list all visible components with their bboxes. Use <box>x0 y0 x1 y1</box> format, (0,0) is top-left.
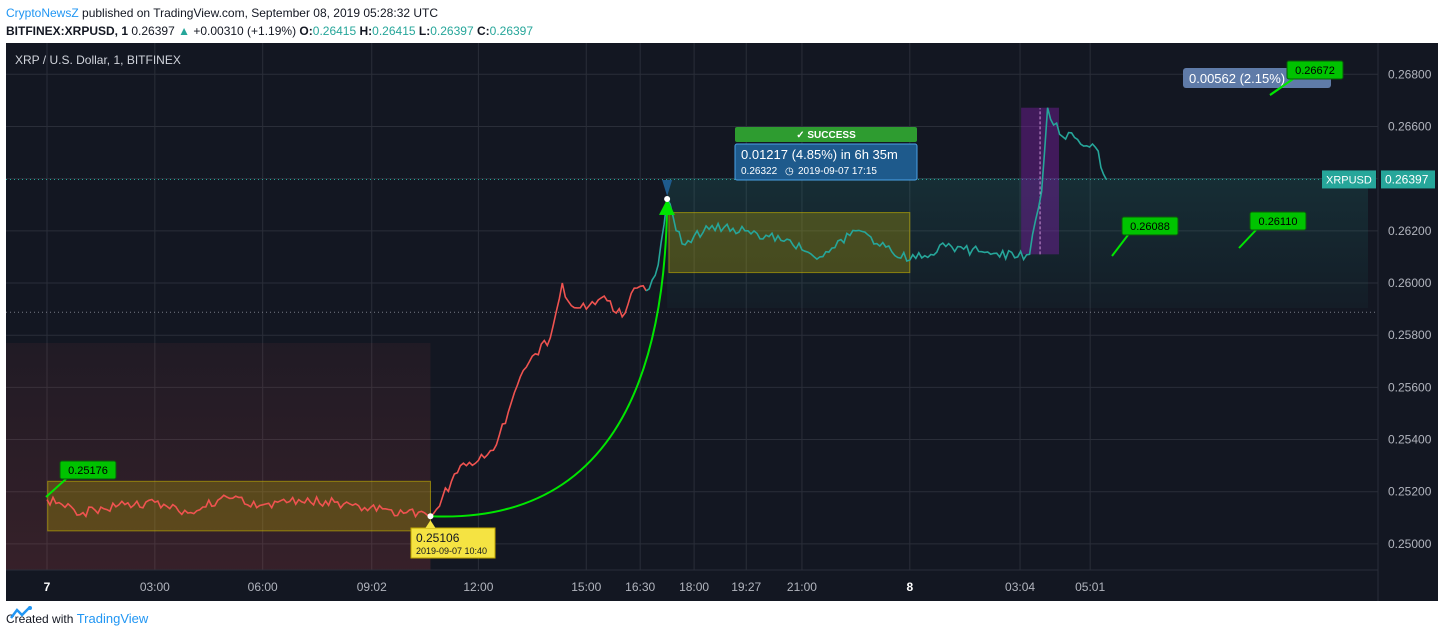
price-line-down <box>46 282 647 519</box>
arrow-end-point[interactable] <box>664 196 671 203</box>
label-26088-box[interactable] <box>1121 216 1179 236</box>
label-26088: 0.26088 <box>1130 221 1170 233</box>
label-26672-top: 0.26672 <box>1295 65 1335 77</box>
red-area-shade <box>6 343 431 570</box>
x-tick-label: 18:00 <box>679 580 709 594</box>
symbol-badge <box>1322 170 1376 189</box>
label-26110: 0.26110 <box>1259 216 1298 228</box>
x-tick-label: 8 <box>906 580 913 594</box>
label-26110-box[interactable] <box>1249 211 1307 231</box>
label-26672-top-box[interactable] <box>1286 60 1344 80</box>
high-value: 0.26415 <box>372 24 416 38</box>
x-tick-label: 09:02 <box>357 580 387 594</box>
last-price-badge-text: 0.26397 <box>1385 172 1429 186</box>
tradingview-brand[interactable]: TradingView <box>76 611 149 626</box>
chart-title: XRP / U.S. Dollar, 1, BITFINEX <box>15 53 181 67</box>
measure-callout-price: 0.26322 <box>741 166 778 177</box>
publish-line: CryptoNewsZ published on TradingView.com… <box>6 4 1438 22</box>
y-tick-label: 0.26800 <box>1388 67 1432 81</box>
close-value: 0.26397 <box>489 24 534 38</box>
success-badge[interactable] <box>735 127 917 142</box>
measure-callout-main: 0.01217 (4.85%) in 6h 35m <box>741 147 898 162</box>
x-tick-label: 15:00 <box>571 580 601 594</box>
consolidation-box-2[interactable] <box>668 212 911 274</box>
y-tick-label: 0.25200 <box>1388 485 1432 499</box>
label-25176-box[interactable] <box>59 460 117 480</box>
measure-callout-pointer <box>662 180 673 197</box>
y-tick-label: 0.25000 <box>1388 537 1432 551</box>
x-tick-label: 03:00 <box>140 580 170 594</box>
x-tick-label: 03:04 <box>1005 580 1035 594</box>
last-price: 0.26397 <box>131 24 175 38</box>
price-line-up <box>645 107 1108 292</box>
success-badge-text: ✓ SUCCESS <box>796 130 856 141</box>
measure-callout-date: 2019-09-07 17:15 <box>798 166 877 177</box>
low-callout-box[interactable] <box>410 527 496 559</box>
price-change: +0.00310 (+1.19%) <box>193 24 297 38</box>
symbol-badge-text: XRPUSD <box>1326 174 1372 186</box>
low-callout-date: 2019-09-07 10:40 <box>416 546 487 556</box>
label-26088-pointer <box>1111 234 1129 257</box>
footer: Created with TradingView <box>6 606 148 632</box>
arrow-start-point[interactable] <box>427 513 434 520</box>
label-26672-top-pointer <box>1269 78 1294 96</box>
high-label: H: <box>359 24 373 38</box>
chart-area[interactable]: 0.251760.260880.261100.266720.251062019-… <box>6 43 1438 601</box>
ohlc-line: BITFINEX:XRPUSD, 1 0.26397 ▲ +0.00310 (+… <box>6 22 1438 40</box>
chart-header: CryptoNewsZ published on TradingView.com… <box>6 4 1438 42</box>
low-label: L: <box>418 24 431 38</box>
x-tick-label: 05:01 <box>1075 580 1105 594</box>
clock-icon: ◷ <box>785 166 794 177</box>
x-tick-label: 16:30 <box>625 580 655 594</box>
tradingview-logo-icon <box>10 606 32 619</box>
y-tick-label: 0.25800 <box>1388 328 1432 342</box>
author-link[interactable]: CryptoNewsZ <box>6 6 79 20</box>
close-label: C: <box>476 24 490 38</box>
up-triangle-icon: ▲ <box>178 24 190 38</box>
x-tick-label: 7 <box>44 580 51 594</box>
symbol-label: BITFINEX:XRPUSD, 1 <box>6 24 129 38</box>
x-tick-label: 19:27 <box>731 580 761 594</box>
x-tick-label: 21:00 <box>787 580 817 594</box>
label-26110-pointer <box>1238 229 1257 249</box>
range-label-text: 0.00562 (2.15%) <box>1189 71 1285 86</box>
x-tick-label: 06:00 <box>248 580 278 594</box>
y-tick-label: 0.26000 <box>1388 276 1432 290</box>
y-tick-label: 0.25600 <box>1388 380 1432 394</box>
y-tick-label: 0.26600 <box>1388 119 1432 133</box>
open-label: O: <box>299 24 313 38</box>
low-value: 0.26397 <box>430 24 474 38</box>
rise-arrow[interactable] <box>430 199 675 518</box>
measure-callout-box[interactable] <box>734 143 918 181</box>
low-callout-pointer <box>425 520 436 528</box>
label-25176: 0.25176 <box>68 465 108 477</box>
price-chart[interactable]: 0.251760.260880.261100.266720.251062019-… <box>6 43 1438 601</box>
publish-info: published on TradingView.com, September … <box>82 6 439 20</box>
open-value: 0.26415 <box>312 24 357 38</box>
low-callout-price: 0.25106 <box>416 531 460 545</box>
y-tick-label: 0.26200 <box>1388 224 1432 238</box>
y-tick-label: 0.25400 <box>1388 433 1432 447</box>
label-25176-pointer <box>45 478 67 498</box>
x-tick-label: 12:00 <box>463 580 493 594</box>
last-price-badge <box>1381 170 1435 189</box>
teal-area-shade <box>667 178 1368 308</box>
